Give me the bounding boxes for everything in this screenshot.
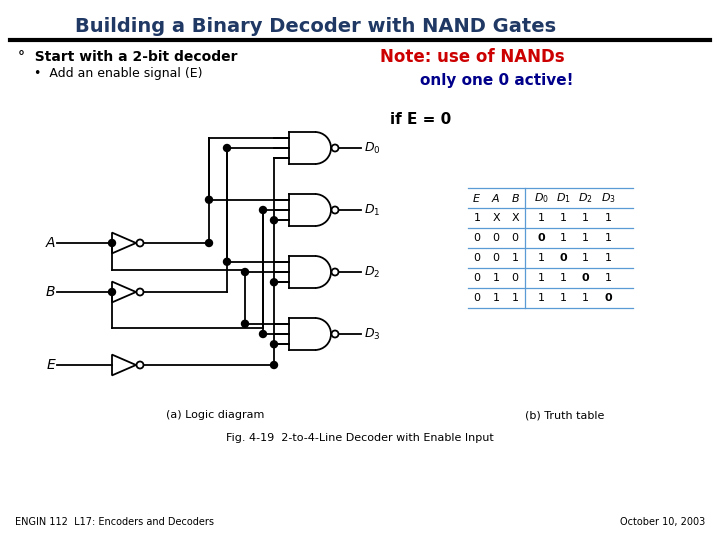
Text: ENGIN 112  L17: Encoders and Decoders: ENGIN 112 L17: Encoders and Decoders [15,517,214,527]
Text: 1: 1 [582,213,588,223]
Text: E: E [46,358,55,372]
Text: •  Add an enable signal (E): • Add an enable signal (E) [18,66,202,79]
Text: 1: 1 [538,213,544,223]
Circle shape [259,206,266,213]
Text: $E$: $E$ [472,192,482,204]
Circle shape [241,268,248,275]
Text: $D_3$: $D_3$ [364,327,380,342]
Text: 1: 1 [474,213,480,223]
Circle shape [223,145,230,152]
Text: 1: 1 [492,293,500,303]
Text: 1: 1 [605,233,611,243]
Text: 0: 0 [492,253,500,263]
Text: $D_2$: $D_2$ [577,191,593,205]
Text: 1: 1 [605,213,611,223]
Text: 0: 0 [474,273,480,283]
Text: only one 0 active!: only one 0 active! [420,72,574,87]
Text: $B$: $B$ [510,192,519,204]
Circle shape [109,288,115,295]
Text: X: X [511,213,519,223]
Text: (b) Truth table: (b) Truth table [526,410,605,420]
Text: 0: 0 [492,233,500,243]
Text: 1: 1 [582,293,588,303]
Text: $D_2$: $D_2$ [364,265,379,280]
Text: 0: 0 [581,273,589,283]
Circle shape [271,341,277,348]
Text: October 10, 2003: October 10, 2003 [620,517,705,527]
Text: 1: 1 [605,253,611,263]
Text: $D_1$: $D_1$ [364,202,380,218]
Circle shape [259,330,266,338]
Text: 1: 1 [538,253,544,263]
Circle shape [223,258,230,265]
Circle shape [205,240,212,246]
Text: 1: 1 [511,253,518,263]
Circle shape [205,196,212,203]
Text: 1: 1 [492,273,500,283]
Circle shape [241,320,248,327]
Circle shape [271,361,277,368]
Text: B: B [45,285,55,299]
Text: 0: 0 [559,253,567,263]
Text: 0: 0 [474,293,480,303]
Text: 1: 1 [559,293,567,303]
Text: 0: 0 [537,233,545,243]
Text: 0: 0 [511,273,518,283]
Text: 0: 0 [474,253,480,263]
Text: 0: 0 [604,293,612,303]
Text: 1: 1 [559,213,567,223]
Text: °  Start with a 2-bit decoder: ° Start with a 2-bit decoder [18,50,238,64]
Text: 1: 1 [511,293,518,303]
Text: 1: 1 [559,233,567,243]
Text: 1: 1 [559,273,567,283]
Text: Fig. 4-19  2-to-4-Line Decoder with Enable Input: Fig. 4-19 2-to-4-Line Decoder with Enabl… [226,433,494,443]
Text: 1: 1 [605,273,611,283]
Text: (a) Logic diagram: (a) Logic diagram [166,410,264,420]
Text: X: X [492,213,500,223]
Text: A: A [45,236,55,250]
Text: $A$: $A$ [491,192,500,204]
Text: $D_0$: $D_0$ [364,140,380,156]
Text: if E = 0: if E = 0 [390,112,451,127]
Text: Building a Binary Decoder with NAND Gates: Building a Binary Decoder with NAND Gate… [75,17,556,36]
Text: $D_1$: $D_1$ [556,191,570,205]
Text: 1: 1 [538,273,544,283]
Text: $D_3$: $D_3$ [600,191,616,205]
Text: $D_0$: $D_0$ [534,191,549,205]
Text: 1: 1 [538,293,544,303]
Circle shape [271,279,277,286]
Text: 1: 1 [582,253,588,263]
Text: 0: 0 [511,233,518,243]
Circle shape [271,217,277,224]
Text: 0: 0 [474,233,480,243]
Text: 1: 1 [582,233,588,243]
Text: Note: use of NANDs: Note: use of NANDs [380,48,564,66]
Circle shape [109,240,115,246]
